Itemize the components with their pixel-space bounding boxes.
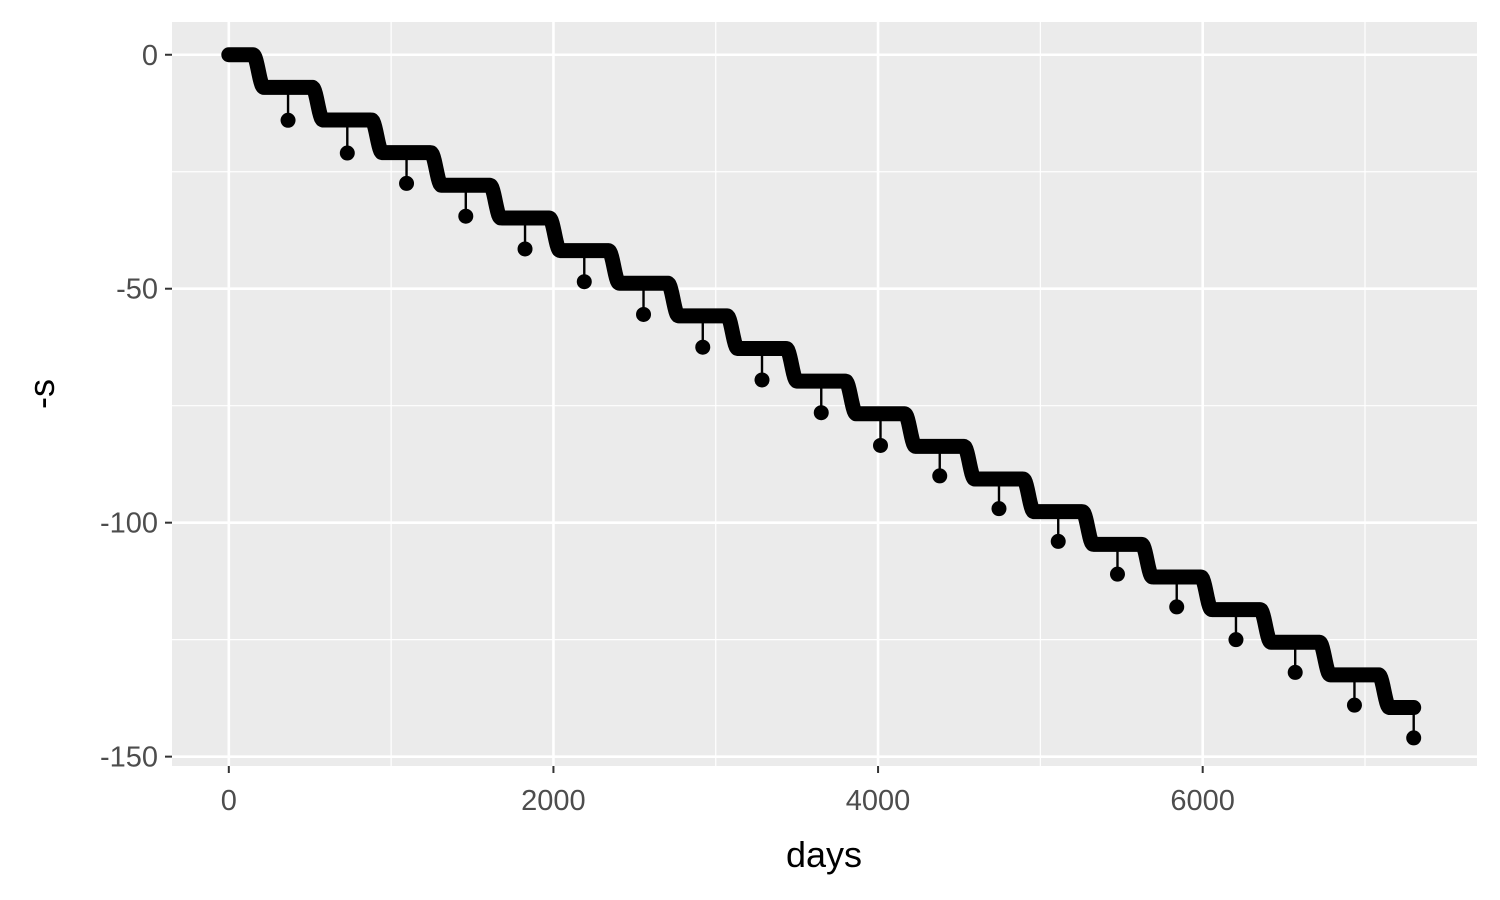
x-tick-label: 0	[221, 785, 237, 817]
y-tick-label: -100	[100, 508, 158, 540]
drop-point	[1287, 664, 1303, 680]
minor-gridlines	[172, 22, 1477, 766]
x-tick-label: 2000	[521, 785, 586, 817]
x-tick-label: 4000	[846, 785, 911, 817]
y-tick-label: -50	[116, 274, 158, 306]
y-tick-label: -150	[100, 742, 158, 774]
drop-point	[1109, 566, 1125, 582]
drop-point	[399, 175, 415, 191]
drop-point	[813, 405, 829, 421]
axes: 0 2000 4000 6000 0 -50 -100 -150	[100, 40, 1235, 817]
series-trace-line	[221, 47, 1422, 716]
drop-point	[695, 339, 711, 355]
drop-point	[1228, 632, 1244, 648]
drop-point	[872, 437, 888, 453]
plot-panel	[172, 22, 1477, 766]
drop-point	[458, 208, 474, 224]
drop-point	[991, 501, 1007, 517]
drop-point	[576, 274, 592, 290]
drop-point	[932, 468, 948, 484]
drop-point	[1406, 730, 1422, 746]
x-tick-label: 6000	[1170, 785, 1235, 817]
drop-point	[1050, 533, 1066, 549]
major-gridlines	[172, 22, 1477, 766]
data-marks	[221, 47, 1422, 746]
drop-point	[754, 372, 770, 388]
y-axis-title: -s	[21, 379, 62, 409]
drop-point	[280, 112, 296, 128]
drop-point	[636, 306, 652, 322]
x-axis-title: days	[786, 834, 862, 875]
y-tick-label: 0	[142, 40, 158, 72]
drop-point	[339, 145, 355, 161]
drop-point	[517, 241, 533, 257]
drop-point	[1169, 599, 1185, 615]
drop-point	[1346, 697, 1362, 713]
